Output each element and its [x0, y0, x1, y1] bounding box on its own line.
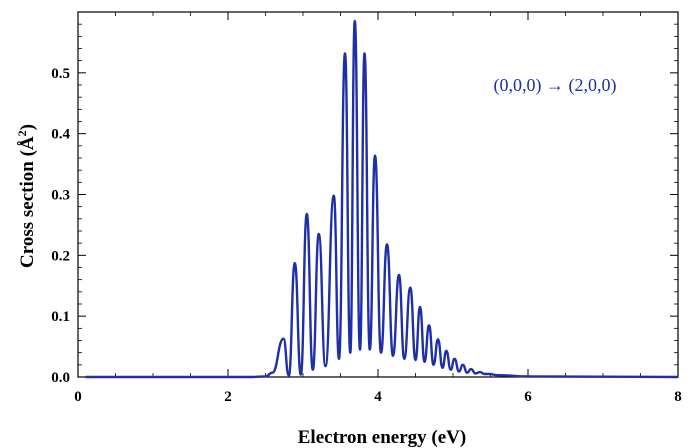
x-tick-label: 6: [524, 389, 532, 405]
data-point-peak: [272, 372, 273, 373]
data-point-peak: [294, 263, 295, 264]
data-point-peak: [354, 21, 355, 22]
x-tick-label: 2: [224, 389, 232, 405]
transition-annotation: (0,0,0) → (2,0,0): [494, 75, 617, 96]
data-point-peak: [399, 274, 400, 275]
x-tick-label: 8: [674, 389, 682, 405]
data-point-peak: [375, 155, 376, 156]
data-point-peak: [333, 195, 334, 196]
data-point-peak: [420, 307, 421, 308]
data-point-peak: [438, 339, 439, 340]
x-tick-label: 4: [374, 389, 382, 405]
y-tick-label: 0.5: [51, 66, 70, 82]
y-tick-label: 0.2: [51, 248, 70, 264]
data-point-peak: [489, 373, 490, 374]
y-tick-label: 0.3: [51, 188, 70, 204]
data-point-peak: [283, 338, 284, 339]
data-point-peak: [446, 350, 447, 351]
y-axis-label-main: Cross section (: [17, 150, 38, 268]
data-point-peak: [471, 369, 472, 370]
data-point-peak: [318, 234, 319, 235]
y-axis-label-close: ): [17, 124, 38, 130]
y-axis-label: Cross section (Å2): [15, 124, 38, 268]
data-point-peak: [364, 53, 365, 54]
data-point-peak: [306, 213, 307, 214]
data-point-peak: [480, 372, 481, 373]
y-axis-label-unit: Å: [17, 136, 38, 150]
data-point-peak: [462, 364, 463, 365]
y-tick-label: 0.0: [51, 370, 70, 386]
data-point-peak: [454, 358, 455, 359]
y-tick-label: 0.1: [51, 309, 70, 325]
data-point-peak: [345, 53, 346, 54]
x-tick-label: 0: [74, 389, 82, 405]
y-tick-label: 0.4: [51, 127, 70, 143]
data-point-peak: [429, 325, 430, 326]
data-point-peak: [410, 287, 411, 288]
data-point-peak: [387, 244, 388, 245]
x-axis-label: Electron energy (eV): [298, 427, 466, 448]
